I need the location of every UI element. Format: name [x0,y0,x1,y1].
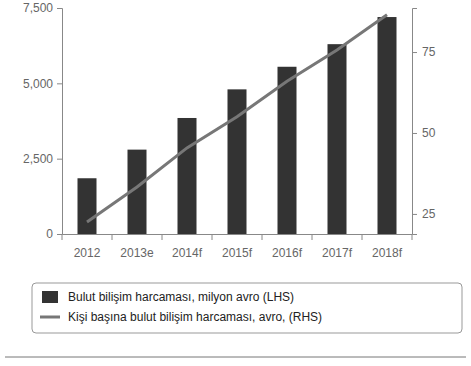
tick-mark [412,52,417,53]
tick-mark [57,234,62,235]
tick: 50 [412,126,436,140]
tick-mark [412,214,417,215]
tick-mark [57,159,62,160]
tick-label: 2013e [120,246,154,260]
legend-swatch [40,316,60,319]
tick: 2018f [372,234,403,260]
x-separator [312,234,313,240]
rule [5,357,466,358]
tick: 2013e [120,234,154,260]
tick: 5,000 [23,77,62,91]
tick-label: 7,500 [23,1,53,15]
tick: 2,500 [23,152,62,166]
y-axis: 0 2,500 5,000 7,500 [23,1,63,241]
legend: Bulut bilişim harcaması, milyon avro (LH… [32,283,462,333]
tick-label: 75 [422,45,436,59]
bar [378,17,397,234]
tick-label: 25 [422,207,436,221]
x-separator [362,234,363,240]
x-separator [262,234,263,240]
tick-label: 2015f [222,246,253,260]
tick-mark [57,83,62,84]
x-separator [412,234,413,240]
bar [278,67,297,234]
tick: 2016f [272,234,303,260]
chart: 0 2,500 5,000 7,500 25 50 75 2012 2013e 2014f 2015… [0,0,471,366]
tick: 0 [46,227,62,241]
bar [78,178,97,234]
x-separator [112,234,113,240]
tick-label: 2014f [172,246,203,260]
line [87,15,387,222]
legend-label: Bulut bilişim harcaması, milyon avro (LH… [68,290,294,304]
axis-line [57,9,63,235]
legend-box [32,283,462,333]
tick-label: 2016f [272,246,303,260]
x-separator [162,234,163,240]
tick-label: 2018f [372,246,403,260]
tick-label: 2017f [322,246,353,260]
tick: 7,500 [23,1,62,15]
tick-label: 2,500 [23,152,53,166]
x-separator [212,234,213,240]
tick: 2017f [322,234,353,260]
x-separator [62,234,63,240]
tick-label: 50 [422,126,436,140]
tick: 2015f [222,234,253,260]
tick-label: 0 [46,227,53,241]
tick-mark [412,133,417,134]
bar [178,118,197,234]
bar [328,44,347,234]
marks [78,15,397,234]
tick: 25 [412,207,436,221]
axis-line [413,9,418,235]
tick: 2014f [172,234,203,260]
tick-label: 5,000 [23,77,53,91]
tick-mark [57,8,62,9]
legend-label: Kişi başına bulut bilişim harcaması, avr… [68,310,322,324]
tick: 75 [412,45,436,59]
x-axis: 2012 2013e 2014f 2015f 2016f 2017f 2018f [63,234,413,260]
axis-line [63,234,413,235]
y2-axis: 25 50 75 [412,9,436,235]
tick-label: 2012 [74,246,101,260]
legend-swatch [42,291,58,303]
tick: 2012 [74,234,101,260]
